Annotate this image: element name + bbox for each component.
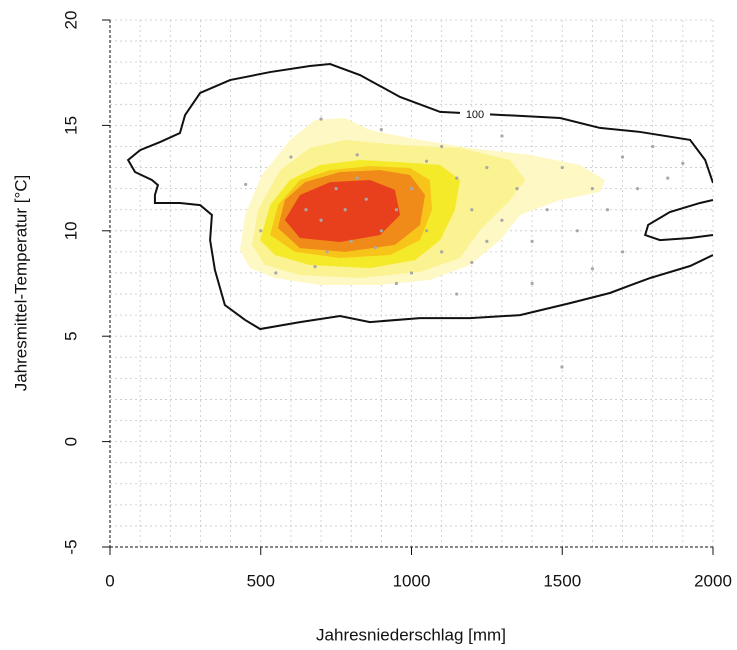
point xyxy=(620,250,625,254)
x-axis-label: Jahresniederschlag [mm] xyxy=(316,625,506,644)
y-tick-label: 5 xyxy=(61,331,80,340)
point xyxy=(304,208,308,212)
point xyxy=(424,229,429,233)
point xyxy=(274,271,278,275)
point xyxy=(530,281,534,286)
point xyxy=(244,182,248,187)
point xyxy=(590,267,595,271)
point xyxy=(355,153,359,157)
x-tick-label: 1500 xyxy=(543,571,581,590)
contour-line xyxy=(126,63,713,331)
density-fills xyxy=(239,118,606,285)
point xyxy=(440,250,444,254)
point xyxy=(409,187,414,191)
point xyxy=(636,187,640,191)
point xyxy=(334,187,338,191)
contour-label-bg xyxy=(460,108,490,122)
point xyxy=(289,155,293,159)
point xyxy=(379,229,383,233)
point xyxy=(325,250,329,254)
y-tick-label: 10 xyxy=(61,221,80,240)
point xyxy=(485,239,489,243)
scatter-points xyxy=(244,117,685,369)
point xyxy=(424,159,429,163)
point xyxy=(319,117,323,121)
point xyxy=(470,260,474,265)
point xyxy=(373,246,377,250)
y-tick-label: 15 xyxy=(61,116,80,135)
point xyxy=(560,365,564,369)
x-tick-label: 2000 xyxy=(694,571,732,590)
point xyxy=(455,292,459,296)
point xyxy=(651,144,655,149)
y-tick-label: -5 xyxy=(61,539,80,554)
point xyxy=(515,187,519,191)
point xyxy=(440,144,444,149)
point xyxy=(349,239,353,243)
point xyxy=(343,208,347,212)
x-tick-label: 500 xyxy=(247,571,275,590)
contour-lines: 100 xyxy=(126,63,713,331)
point xyxy=(259,229,263,233)
y-axis-label: Jahresmittel-Temperatur [°C] xyxy=(11,175,30,392)
density-level xyxy=(284,179,401,242)
point xyxy=(355,176,359,180)
point xyxy=(500,134,504,138)
point xyxy=(545,208,549,212)
x-tick-label: 0 xyxy=(105,571,114,590)
point xyxy=(394,281,399,286)
point xyxy=(590,187,595,191)
y-tick-label: 20 xyxy=(61,11,80,30)
point xyxy=(681,161,685,165)
point xyxy=(666,176,670,180)
point xyxy=(575,229,579,233)
point xyxy=(379,128,383,132)
point xyxy=(470,208,474,212)
point xyxy=(364,197,368,201)
point xyxy=(313,265,317,269)
point xyxy=(605,208,610,212)
point xyxy=(319,218,323,222)
point xyxy=(485,165,489,170)
point xyxy=(409,271,414,275)
point xyxy=(530,239,534,243)
point xyxy=(620,155,625,159)
x-tick-label: 1000 xyxy=(393,571,431,590)
axes: -5 0 5 10 15 20 0 500 1000 1500 2000 xyxy=(61,11,731,591)
point xyxy=(394,208,399,212)
point xyxy=(560,165,564,170)
grid xyxy=(109,19,714,548)
contour-label: 100 xyxy=(466,109,484,121)
point xyxy=(455,176,459,180)
point xyxy=(500,218,504,222)
y-tick-label: 0 xyxy=(61,437,80,446)
